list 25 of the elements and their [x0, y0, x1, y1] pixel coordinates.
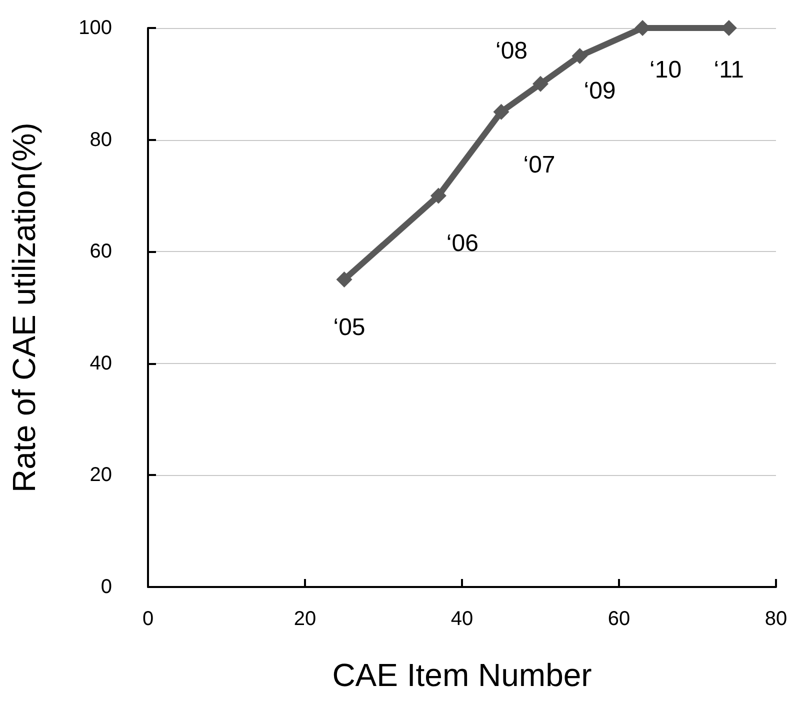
x-tick-label: 20 [294, 608, 316, 630]
x-tick-label: 40 [450, 608, 474, 630]
y-axis-title: Rate of CAE utilization(%) [6, 122, 42, 492]
point [532, 76, 548, 92]
y-tick-label: 60 [90, 240, 112, 263]
annotation: ‘10 [650, 56, 682, 84]
point [493, 104, 510, 120]
x-tick-label: 60 [608, 608, 630, 630]
annotation: ‘11 [714, 56, 744, 84]
y-tick-label: 20 [90, 464, 112, 486]
y-tick-label: 0 [100, 576, 112, 598]
y-tick-label: 100 [78, 17, 112, 39]
x-axis-title: CAE Item Number [332, 657, 592, 693]
annotation: ‘05 [333, 314, 366, 342]
point [336, 272, 352, 288]
annotation: ‘07 [523, 151, 556, 178]
annotation: ‘09 [584, 77, 616, 104]
x-tick-label: 0 [142, 608, 154, 630]
point [430, 188, 446, 204]
y-tick-label: 80 [90, 128, 112, 151]
y-tick-label: 40 [90, 352, 112, 374]
annotation: ‘08 [495, 37, 528, 64]
x-tick-label: 80 [764, 608, 788, 630]
annotation: ‘06 [446, 230, 478, 258]
point [572, 48, 588, 64]
